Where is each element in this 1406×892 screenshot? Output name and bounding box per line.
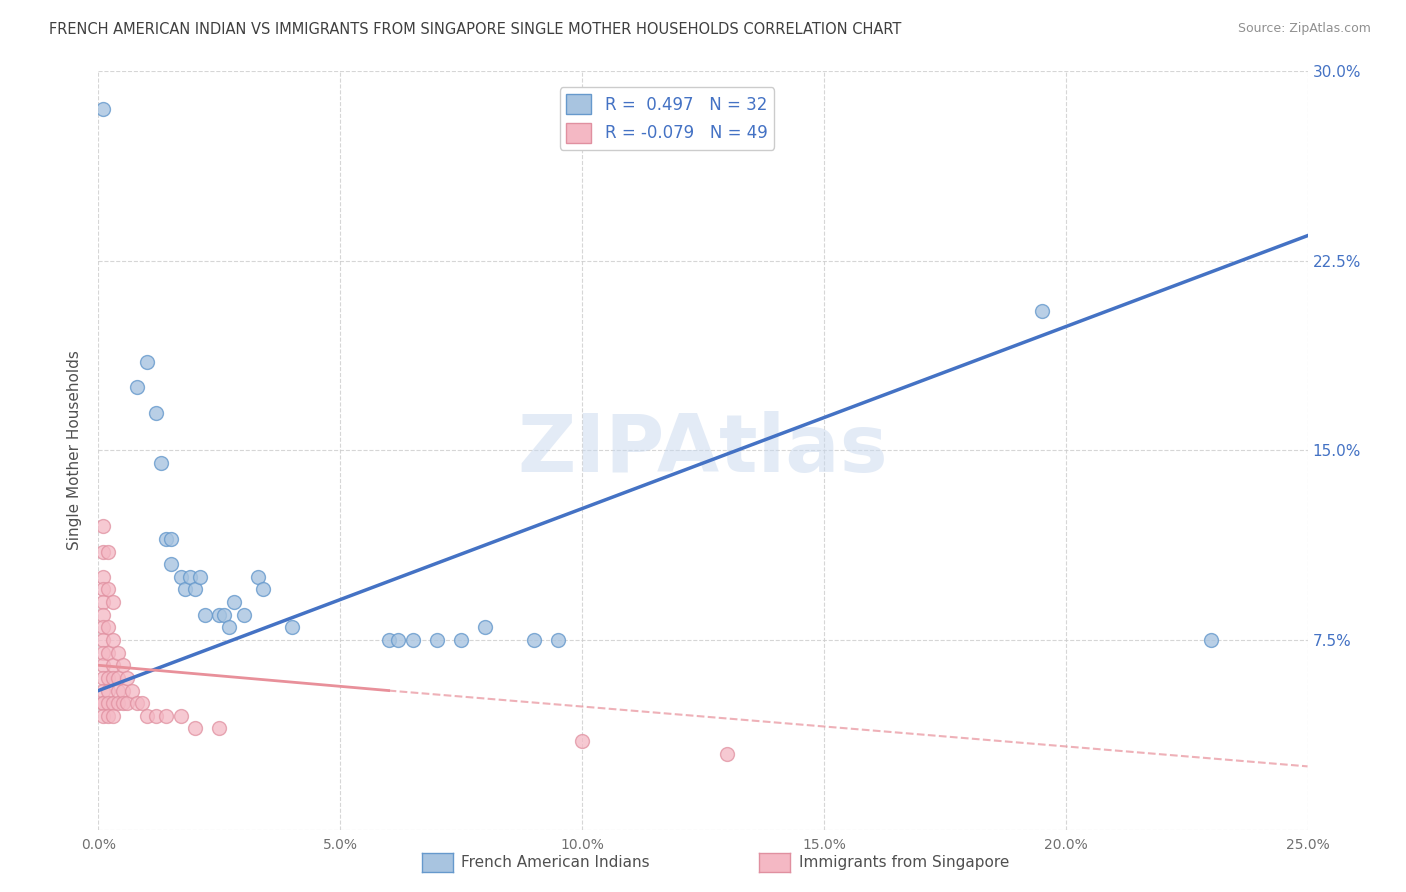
Point bbox=[145, 405, 167, 420]
Point bbox=[91, 582, 114, 597]
Point bbox=[111, 696, 134, 710]
Point bbox=[97, 582, 120, 597]
Point bbox=[208, 607, 231, 622]
Point bbox=[91, 671, 114, 685]
Point bbox=[91, 544, 114, 558]
Point bbox=[97, 646, 120, 660]
Point bbox=[252, 582, 274, 597]
Point bbox=[135, 355, 157, 369]
Point bbox=[91, 708, 114, 723]
Point bbox=[91, 658, 114, 673]
Point bbox=[97, 708, 120, 723]
Point bbox=[145, 708, 167, 723]
Point bbox=[97, 620, 120, 634]
Point bbox=[523, 633, 546, 648]
Point bbox=[91, 696, 114, 710]
Point bbox=[91, 683, 114, 698]
Point bbox=[107, 646, 129, 660]
Point bbox=[91, 103, 114, 117]
Point bbox=[174, 582, 197, 597]
Point bbox=[426, 633, 449, 648]
Point bbox=[169, 708, 191, 723]
Point bbox=[150, 456, 173, 470]
Text: ZIPAtlas: ZIPAtlas bbox=[517, 411, 889, 490]
Point bbox=[218, 620, 240, 634]
Point bbox=[1199, 633, 1222, 648]
Point bbox=[208, 722, 231, 736]
Point bbox=[101, 595, 124, 609]
Point bbox=[97, 683, 120, 698]
Point bbox=[111, 658, 134, 673]
Legend: R =  0.497   N = 32, R = -0.079   N = 49: R = 0.497 N = 32, R = -0.079 N = 49 bbox=[560, 87, 773, 150]
Point bbox=[97, 696, 120, 710]
Point bbox=[232, 607, 254, 622]
Point bbox=[117, 671, 139, 685]
Point bbox=[474, 620, 496, 634]
Point bbox=[155, 708, 177, 723]
Point bbox=[222, 595, 245, 609]
Text: Immigrants from Singapore: Immigrants from Singapore bbox=[799, 855, 1010, 870]
Point bbox=[571, 734, 593, 748]
Point bbox=[160, 557, 183, 572]
Point bbox=[184, 722, 207, 736]
Point bbox=[101, 658, 124, 673]
Point bbox=[169, 570, 191, 584]
Point bbox=[387, 633, 409, 648]
Point bbox=[91, 595, 114, 609]
Point bbox=[188, 570, 211, 584]
Point bbox=[184, 582, 207, 597]
Point bbox=[91, 646, 114, 660]
Text: FRENCH AMERICAN INDIAN VS IMMIGRANTS FROM SINGAPORE SINGLE MOTHER HOUSEHOLDS COR: FRENCH AMERICAN INDIAN VS IMMIGRANTS FRO… bbox=[49, 22, 901, 37]
Point bbox=[107, 696, 129, 710]
Point bbox=[155, 532, 177, 546]
Point bbox=[716, 747, 738, 761]
Point bbox=[127, 696, 149, 710]
Point bbox=[179, 570, 201, 584]
Point bbox=[91, 519, 114, 533]
Point bbox=[160, 532, 183, 546]
Point bbox=[97, 671, 120, 685]
Point bbox=[547, 633, 569, 648]
Point bbox=[377, 633, 399, 648]
Point bbox=[281, 620, 304, 634]
Point bbox=[107, 671, 129, 685]
Point bbox=[101, 633, 124, 648]
Point bbox=[127, 380, 149, 394]
Text: Source: ZipAtlas.com: Source: ZipAtlas.com bbox=[1237, 22, 1371, 36]
Point bbox=[111, 683, 134, 698]
Y-axis label: Single Mother Households: Single Mother Households bbox=[67, 351, 83, 550]
Point bbox=[91, 696, 114, 710]
Point bbox=[121, 683, 143, 698]
Point bbox=[101, 708, 124, 723]
Text: French American Indians: French American Indians bbox=[461, 855, 650, 870]
Point bbox=[91, 620, 114, 634]
Point bbox=[450, 633, 472, 648]
Point bbox=[247, 570, 270, 584]
Point bbox=[135, 708, 157, 723]
Point bbox=[212, 607, 235, 622]
Point bbox=[91, 607, 114, 622]
Point bbox=[131, 696, 153, 710]
Point bbox=[402, 633, 425, 648]
Point bbox=[91, 570, 114, 584]
Point bbox=[107, 683, 129, 698]
Point bbox=[194, 607, 217, 622]
Point bbox=[91, 633, 114, 648]
Point bbox=[101, 696, 124, 710]
Point bbox=[101, 671, 124, 685]
Point bbox=[1031, 304, 1053, 318]
Point bbox=[117, 696, 139, 710]
Point bbox=[97, 544, 120, 558]
